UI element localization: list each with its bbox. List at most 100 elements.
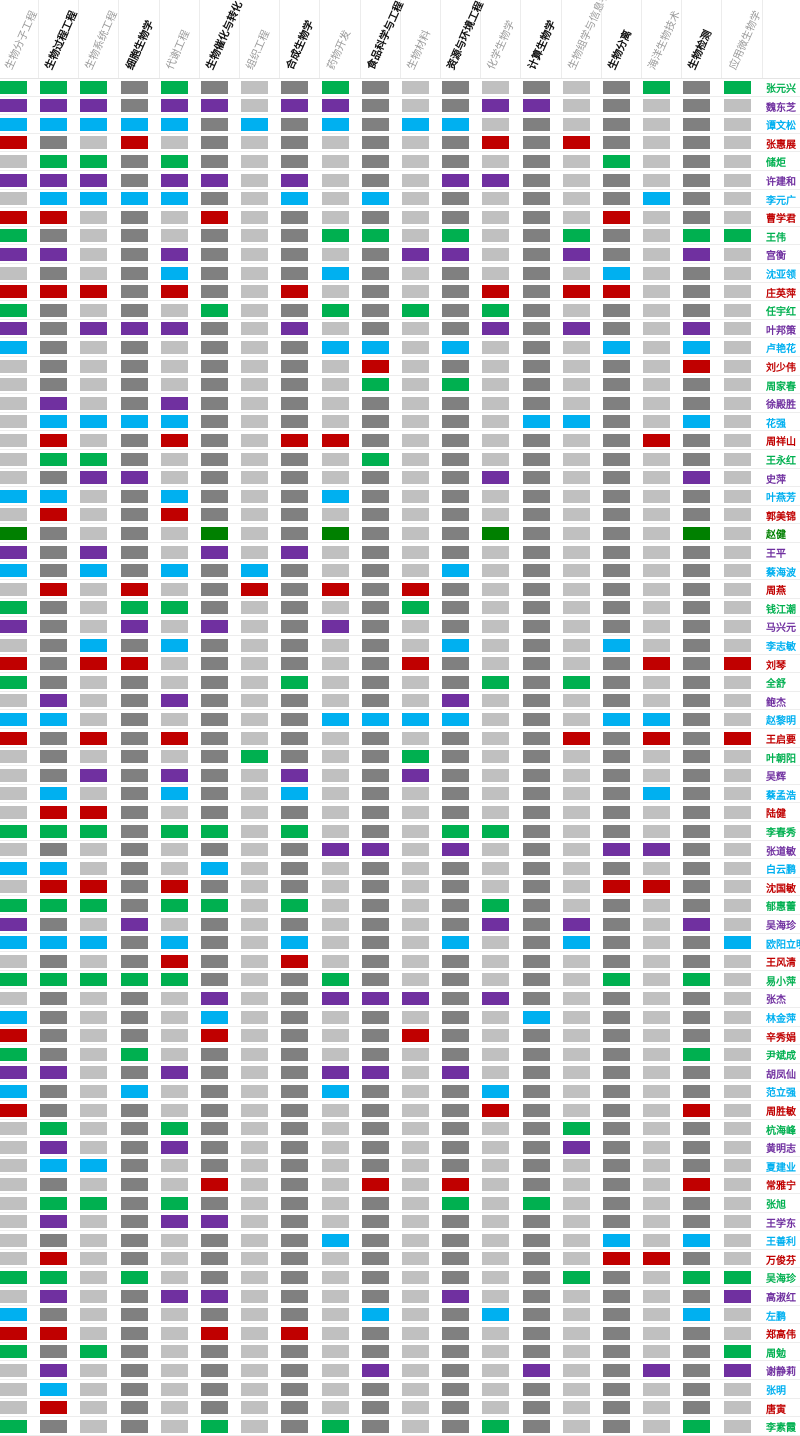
cell-empty[interactable] <box>321 657 349 671</box>
cell-empty[interactable] <box>482 266 510 280</box>
cell-active[interactable] <box>321 99 349 113</box>
cell-empty[interactable] <box>643 1270 671 1284</box>
cell-active[interactable] <box>0 99 27 113</box>
cell-empty[interactable] <box>241 712 269 726</box>
cell-active[interactable] <box>482 991 510 1005</box>
cell-empty[interactable] <box>120 266 148 280</box>
cell-empty[interactable] <box>683 1401 711 1415</box>
cell-active[interactable] <box>402 712 429 726</box>
cell-empty[interactable] <box>603 1159 630 1173</box>
cell-empty[interactable] <box>603 1308 630 1322</box>
cell-empty[interactable] <box>643 638 671 652</box>
column-label[interactable]: 生物分子工程 <box>3 9 40 72</box>
cell-active[interactable] <box>40 824 68 838</box>
cell-active[interactable] <box>40 973 68 987</box>
row-name[interactable]: 李志敏 <box>766 642 796 653</box>
cell-empty[interactable] <box>281 1047 309 1061</box>
cell-empty[interactable] <box>80 861 108 875</box>
cell-active[interactable] <box>402 247 429 261</box>
cell-empty[interactable] <box>241 1029 269 1043</box>
cell-empty[interactable] <box>361 433 389 447</box>
cell-empty[interactable] <box>40 1233 68 1247</box>
cell-empty[interactable] <box>482 1326 510 1340</box>
cell-empty[interactable] <box>160 1010 188 1024</box>
cell-empty[interactable] <box>482 936 510 950</box>
cell-empty[interactable] <box>643 564 671 578</box>
cell-empty[interactable] <box>402 136 429 150</box>
cell-empty[interactable] <box>120 1140 148 1154</box>
cell-empty[interactable] <box>361 582 389 596</box>
cell-active[interactable] <box>120 136 148 150</box>
cell-empty[interactable] <box>281 247 309 261</box>
cell-empty[interactable] <box>361 1029 389 1043</box>
row-name[interactable]: 郑高伟 <box>766 1330 796 1342</box>
cell-empty[interactable] <box>562 526 590 540</box>
cell-active[interactable] <box>80 768 108 782</box>
cell-empty[interactable] <box>241 1326 269 1340</box>
cell-active[interactable] <box>683 1047 711 1061</box>
cell-empty[interactable] <box>281 1084 309 1098</box>
cell-active[interactable] <box>0 210 27 224</box>
cell-empty[interactable] <box>281 396 309 410</box>
cell-empty[interactable] <box>321 638 349 652</box>
cell-empty[interactable] <box>482 954 510 968</box>
cell-empty[interactable] <box>603 1270 630 1284</box>
cell-empty[interactable] <box>562 1419 590 1433</box>
cell-empty[interactable] <box>522 657 550 671</box>
cell-empty[interactable] <box>643 1140 671 1154</box>
row-name[interactable]: 周祥山 <box>766 437 796 449</box>
cell-empty[interactable] <box>683 936 711 950</box>
cell-empty[interactable] <box>603 1010 630 1024</box>
cell-empty[interactable] <box>562 303 590 317</box>
cell-empty[interactable] <box>402 1382 429 1396</box>
cell-empty[interactable] <box>0 1289 27 1303</box>
cell-empty[interactable] <box>482 880 510 894</box>
cell-active[interactable] <box>160 1140 188 1154</box>
cell-empty[interactable] <box>160 1159 188 1173</box>
cell-active[interactable] <box>160 80 188 94</box>
cell-empty[interactable] <box>723 1177 751 1191</box>
cell-empty[interactable] <box>241 1103 269 1117</box>
cell-empty[interactable] <box>683 657 711 671</box>
cell-empty[interactable] <box>482 192 510 206</box>
cell-active[interactable] <box>80 322 108 336</box>
cell-empty[interactable] <box>603 378 630 392</box>
cell-active[interactable] <box>120 1084 148 1098</box>
cell-empty[interactable] <box>201 917 228 931</box>
cell-active[interactable] <box>80 452 108 466</box>
cell-active[interactable] <box>80 936 108 950</box>
cell-empty[interactable] <box>201 1103 228 1117</box>
cell-active[interactable] <box>0 1066 27 1080</box>
cell-active[interactable] <box>40 489 68 503</box>
cell-active[interactable] <box>482 917 510 931</box>
cell-empty[interactable] <box>482 545 510 559</box>
cell-empty[interactable] <box>201 1401 228 1415</box>
cell-empty[interactable] <box>723 1401 751 1415</box>
cell-empty[interactable] <box>643 378 671 392</box>
cell-empty[interactable] <box>643 750 671 764</box>
cell-active[interactable] <box>160 99 188 113</box>
cell-empty[interactable] <box>241 917 269 931</box>
row-name[interactable]: 陆健 <box>766 809 786 821</box>
cell-empty[interactable] <box>723 750 751 764</box>
cell-empty[interactable] <box>562 452 590 466</box>
cell-empty[interactable] <box>723 173 751 187</box>
cell-empty[interactable] <box>201 1066 228 1080</box>
cell-empty[interactable] <box>361 564 389 578</box>
cell-empty[interactable] <box>442 99 470 113</box>
cell-empty[interactable] <box>80 1047 108 1061</box>
cell-empty[interactable] <box>241 80 269 94</box>
cell-empty[interactable] <box>281 917 309 931</box>
cell-empty[interactable] <box>723 582 751 596</box>
cell-empty[interactable] <box>321 1289 349 1303</box>
cell-empty[interactable] <box>321 768 349 782</box>
cell-empty[interactable] <box>80 266 108 280</box>
cell-empty[interactable] <box>160 1363 188 1377</box>
cell-active[interactable] <box>603 1233 630 1247</box>
cell-empty[interactable] <box>80 1122 108 1136</box>
cell-empty[interactable] <box>603 229 630 243</box>
cell-active[interactable] <box>160 954 188 968</box>
cell-empty[interactable] <box>723 787 751 801</box>
cell-empty[interactable] <box>80 712 108 726</box>
cell-active[interactable] <box>562 917 590 931</box>
